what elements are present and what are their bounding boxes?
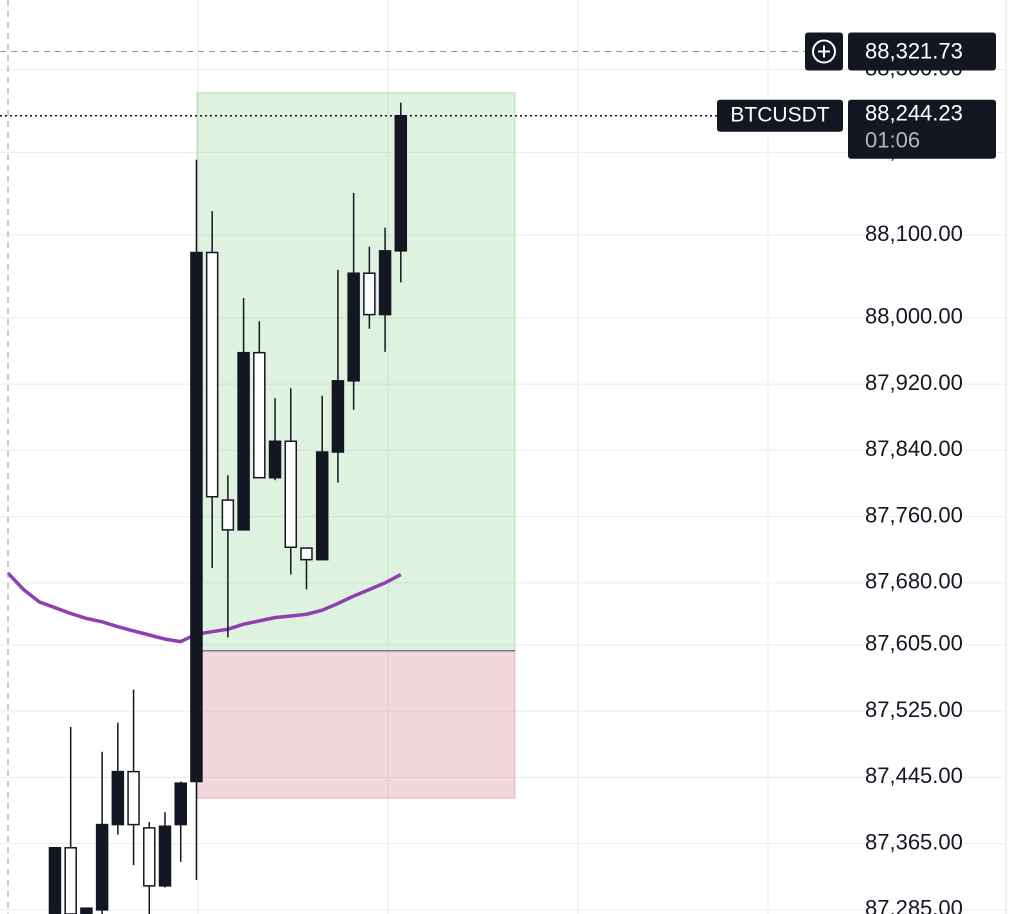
candle-body (158, 825, 172, 887)
candles (48, 102, 408, 914)
candle-body (111, 770, 125, 826)
candle-body (284, 440, 298, 548)
y-tick-label: 87,365.00 (865, 829, 963, 854)
candle-body (315, 451, 329, 561)
symbol-box (717, 99, 843, 132)
candle-body (378, 250, 392, 316)
crosshair-price-box (848, 32, 996, 71)
candle-body (95, 823, 109, 911)
y-tick-label: 87,840.00 (865, 436, 963, 461)
candle-body (253, 351, 266, 479)
candle-body (48, 847, 62, 914)
last-price: 88,244.23 (865, 101, 963, 126)
y-tick-label: 88,100.00 (865, 221, 963, 246)
candle-body (221, 499, 235, 531)
plus-icon (818, 45, 830, 58)
candle-body (394, 114, 408, 252)
countdown: 01:06 (865, 128, 920, 153)
y-tick-label: 87,525.00 (865, 697, 963, 722)
candle-body (190, 251, 203, 783)
candle-body (268, 440, 282, 479)
candle-body (237, 351, 250, 531)
loss-zone (196, 650, 516, 799)
candle-body (127, 770, 140, 826)
y-tick-label: 87,445.00 (865, 763, 963, 788)
candle-body (80, 907, 93, 914)
price-grid (0, 69, 1006, 911)
candle-body (331, 380, 345, 453)
y-tick-label: 87,285.00 (865, 896, 963, 914)
crosshair-price: 88,321.73 (865, 38, 963, 63)
candle-body (205, 251, 219, 498)
y-tick-label: 87,760.00 (865, 502, 963, 527)
moving-average (6, 571, 402, 644)
candle-body (347, 272, 360, 382)
candle-body (143, 827, 156, 887)
y-tick-label: 88,000.00 (865, 304, 963, 329)
symbol-label: BTCUSDT (730, 103, 829, 126)
candle-body (174, 782, 187, 826)
y-tick-label: 87,920.00 (865, 370, 963, 395)
candle-body (363, 272, 376, 316)
candle-body (300, 547, 313, 561)
candle-body (64, 847, 77, 914)
last-price-box (848, 99, 996, 159)
y-tick-label: 87,605.00 (865, 631, 963, 656)
plus-icon (812, 39, 836, 64)
y-tick-label: 87,680.00 (865, 569, 963, 594)
